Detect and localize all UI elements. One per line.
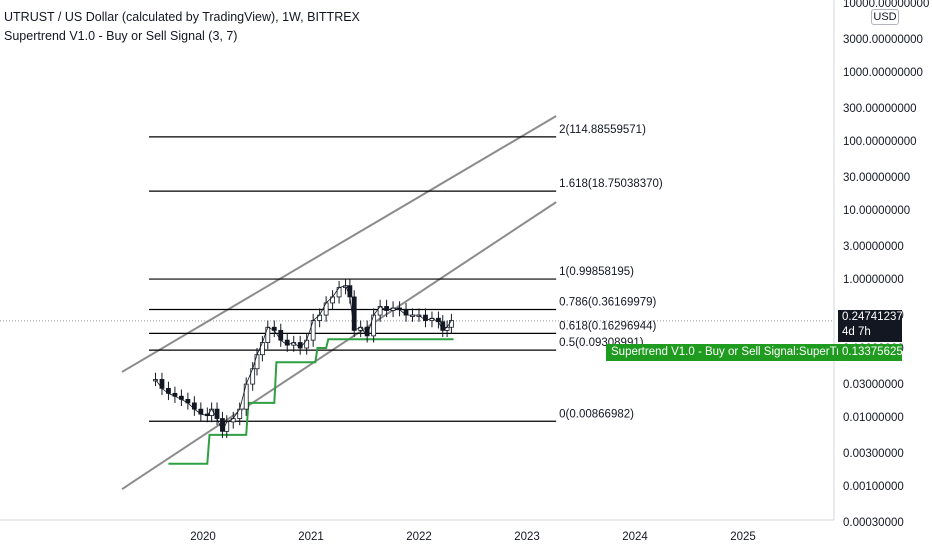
y-tick-label: 0.00030000	[843, 517, 904, 529]
y-tick-label: 1000.00000000	[843, 67, 923, 79]
y-tick-label: 100.00000000	[843, 136, 917, 148]
fib-level-label: 0(0.00866982)	[559, 408, 634, 420]
currency-badge[interactable]: USD	[871, 9, 899, 25]
candle-body	[310, 320, 316, 341]
channel-line	[121, 115, 557, 373]
x-tick-label: 2022	[406, 531, 432, 543]
candle-body	[259, 342, 265, 356]
last-price-value: 0.24741237	[842, 311, 903, 323]
channel-line	[121, 201, 557, 490]
candle-body	[254, 354, 260, 370]
candle-body	[243, 383, 249, 410]
y-tick-label: 30.00000000	[843, 172, 910, 184]
y-tick-label: 300.00000000	[843, 103, 917, 115]
supertrend-label: Supertrend V1.0 - Buy or Sell Signal:Sup…	[606, 344, 865, 361]
x-tick-label: 2025	[730, 531, 756, 543]
fib-level-label: 0.618(0.16296944)	[559, 320, 656, 332]
indicator-title[interactable]: Supertrend V1.0 - Buy or Sell Signal (3,…	[4, 29, 238, 43]
candle-body	[224, 421, 230, 432]
candle-body	[278, 329, 284, 341]
x-tick-label: 2023	[514, 531, 540, 543]
x-tick-label: 2024	[622, 531, 648, 543]
candle-body	[351, 296, 357, 331]
y-tick-label: 0.03000000	[843, 379, 904, 391]
y-tick-label: 1.00000000	[843, 274, 904, 286]
candle-body	[214, 408, 220, 419]
candle-body	[265, 326, 271, 343]
candle-body	[220, 418, 225, 432]
y-tick-label: 0.01000000	[843, 412, 904, 424]
price-path	[155, 285, 452, 433]
symbol-title[interactable]: UTRUST / US Dollar (calculated by Tradin…	[4, 10, 360, 24]
supertrend-line	[168, 338, 454, 465]
last-price-tag: 0.24741237 4d 7h	[838, 310, 903, 342]
candle-body	[153, 379, 158, 382]
fib-level-label: 1.618(18.75038370)	[559, 178, 663, 190]
fib-level-label: 0.786(0.36169979)	[559, 296, 656, 308]
bar-countdown: 4d 7h	[842, 326, 871, 338]
fib-level-label: 2(114.88559571)	[559, 124, 646, 136]
y-tick-label: 10.00000000	[843, 205, 910, 217]
y-tick-label: 0.00100000	[843, 481, 904, 493]
fib-level-label: 1(0.99858195)	[559, 266, 634, 278]
candle-body	[250, 368, 256, 385]
x-tick-label: 2021	[298, 531, 324, 543]
supertrend-value-tag: 0.13375625	[838, 344, 903, 361]
candle-body	[347, 285, 353, 298]
y-tick-label: 10000.00000000	[843, 0, 929, 10]
candle-body	[448, 320, 454, 328]
y-tick-label: 0.00300000	[843, 448, 904, 460]
y-tick-label: 3.00000000	[843, 241, 904, 253]
y-tick-label: 3000.00000000	[843, 34, 923, 46]
x-tick-label: 2020	[190, 531, 216, 543]
